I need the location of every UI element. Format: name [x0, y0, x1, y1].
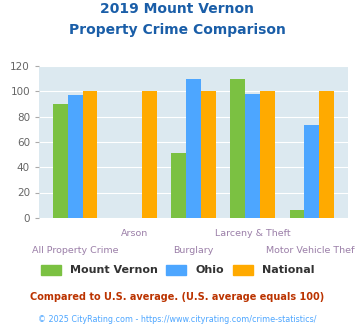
- Text: Property Crime Comparison: Property Crime Comparison: [69, 23, 286, 37]
- Bar: [304, 125, 319, 218]
- Text: 2019 Mount Vernon: 2019 Mount Vernon: [100, 2, 255, 16]
- Text: All Property Crime: All Property Crime: [32, 246, 119, 254]
- Text: Burglary: Burglary: [173, 246, 214, 254]
- Text: Larceny & Theft: Larceny & Theft: [215, 229, 290, 238]
- Text: Arson: Arson: [121, 229, 148, 238]
- Bar: [68, 95, 83, 218]
- Bar: [142, 91, 157, 218]
- Legend: Mount Vernon, Ohio, National: Mount Vernon, Ohio, National: [41, 265, 314, 275]
- Bar: [53, 104, 68, 218]
- Text: Motor Vehicle Theft: Motor Vehicle Theft: [266, 246, 355, 254]
- Bar: [186, 79, 201, 218]
- Bar: [171, 153, 186, 218]
- Text: Compared to U.S. average. (U.S. average equals 100): Compared to U.S. average. (U.S. average …: [31, 292, 324, 302]
- Bar: [245, 94, 260, 218]
- Bar: [319, 91, 334, 218]
- Bar: [230, 79, 245, 218]
- Bar: [201, 91, 215, 218]
- Bar: [290, 210, 304, 218]
- Bar: [260, 91, 275, 218]
- Bar: [83, 91, 97, 218]
- Text: © 2025 CityRating.com - https://www.cityrating.com/crime-statistics/: © 2025 CityRating.com - https://www.city…: [38, 315, 317, 324]
